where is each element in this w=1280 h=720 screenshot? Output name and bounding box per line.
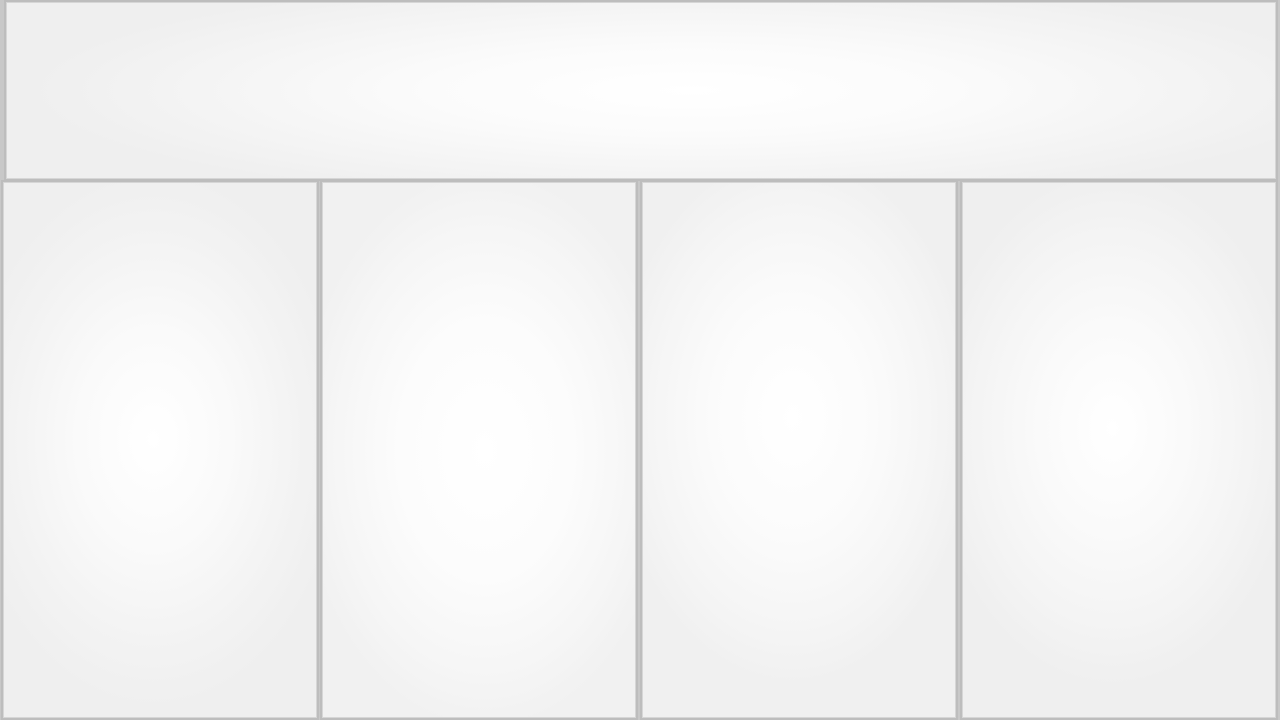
content-column-3 — [640, 180, 958, 720]
content-column-1 — [1, 180, 319, 720]
content-column-4 — [960, 180, 1278, 720]
content-column-2 — [320, 180, 638, 720]
header-panel — [4, 0, 1278, 181]
